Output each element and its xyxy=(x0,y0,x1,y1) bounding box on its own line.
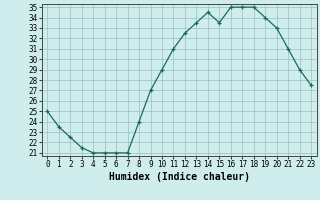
X-axis label: Humidex (Indice chaleur): Humidex (Indice chaleur) xyxy=(109,172,250,182)
